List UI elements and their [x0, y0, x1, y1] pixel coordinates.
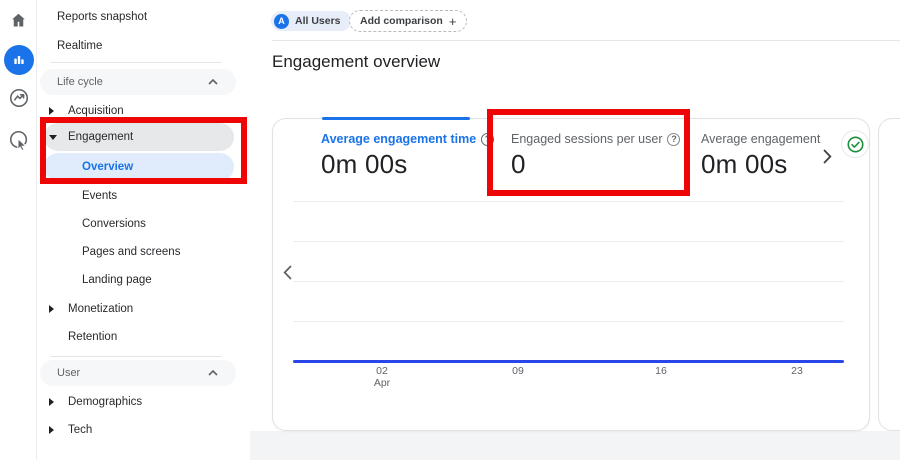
- sidebar-item-landing-page[interactable]: Landing page: [38, 266, 244, 294]
- x-axis-tick: 02 Apr: [373, 365, 391, 389]
- sidebar-item-retention[interactable]: Retention: [38, 323, 244, 351]
- page-title: Engagement overview: [272, 52, 441, 71]
- sidebar-nav: Reports snapshot Realtime Life cycle Acq…: [38, 0, 250, 460]
- sidebar-item-label: Overview: [82, 161, 134, 173]
- sidebar-item-conversions[interactable]: Conversions: [38, 210, 244, 238]
- caret-right-icon: [49, 107, 54, 115]
- sidebar-item-label: Acquisition: [68, 105, 124, 117]
- metric-average-engagement[interactable]: Average engagement 0m 00s: [701, 132, 820, 180]
- caret-right-icon: [49, 426, 54, 434]
- content-background: [250, 431, 900, 460]
- engagement-overview-card: Average engagement time ? 0m 00s Engaged…: [272, 118, 870, 431]
- chart-gridline: [293, 201, 844, 202]
- sidebar-item-monetization[interactable]: Monetization: [38, 295, 244, 323]
- section-header-label: User: [57, 367, 81, 379]
- x-axis-tick: 16: [655, 365, 667, 377]
- chevron-up-icon[interactable]: [208, 370, 218, 376]
- chart-series-line: [293, 360, 844, 363]
- caret-right-icon: [49, 305, 54, 313]
- sidebar-item-label: Reports snapshot: [57, 11, 148, 23]
- sidebar-item-acquisition[interactable]: Acquisition: [38, 97, 244, 125]
- sidebar-item-label: Monetization: [68, 303, 134, 315]
- x-axis-tick: 23: [791, 365, 803, 377]
- reports-icon-active-circle: [3, 45, 34, 75]
- reports-icon[interactable]: [0, 45, 37, 75]
- advertising-icon[interactable]: [0, 129, 37, 151]
- help-icon[interactable]: ?: [481, 132, 495, 146]
- metric-value: 0: [511, 149, 526, 179]
- chevron-right-icon[interactable]: [818, 145, 836, 167]
- next-card-partial: [878, 118, 900, 431]
- x-axis-tick: 09: [512, 365, 524, 377]
- sidebar-item-events[interactable]: Events: [38, 182, 244, 210]
- sidebar-item-demographics[interactable]: Demographics: [38, 388, 244, 416]
- sidebar-item-engagement[interactable]: Engagement: [38, 123, 244, 151]
- sidebar-item-realtime[interactable]: Realtime: [38, 32, 244, 60]
- metric-label: Average engagement time: [321, 132, 477, 146]
- sidebar-item-label: Engagement: [68, 131, 134, 143]
- metric-label: Average engagement: [701, 132, 821, 146]
- add-comparison-label: Add comparison: [360, 15, 443, 27]
- sidebar-divider: [50, 62, 222, 63]
- help-icon[interactable]: ?: [667, 132, 681, 146]
- plus-icon: +: [448, 13, 457, 29]
- section-header-label: Life cycle: [57, 76, 103, 88]
- sidebar-item-pages-and-screens[interactable]: Pages and screens: [38, 238, 244, 266]
- sidebar-item-label: Events: [82, 190, 118, 202]
- chart-gridline: [293, 281, 844, 282]
- chart-gridline: [293, 241, 844, 242]
- chart-gridline: [293, 321, 844, 322]
- add-comparison-button[interactable]: Add comparison +: [349, 10, 468, 32]
- explore-icon[interactable]: [0, 87, 37, 109]
- sidebar-section-life-cycle[interactable]: Life cycle: [40, 69, 236, 95]
- data-quality-button[interactable]: [841, 130, 869, 158]
- segment-chip-label: All Users: [295, 15, 341, 27]
- sidebar-item-engagement-bg: [44, 123, 234, 151]
- sidebar-item-overview[interactable]: Overview: [38, 153, 244, 181]
- metric-engaged-sessions-per-user[interactable]: Engaged sessions per user ? 0: [511, 132, 681, 180]
- caret-right-icon: [49, 398, 54, 406]
- sidebar-item-label: Landing page: [82, 274, 152, 286]
- sidebar-item-overview-bg: [44, 153, 234, 181]
- metric-value: 0m 00s: [321, 149, 408, 179]
- sidebar-item-reports-snapshot[interactable]: Reports snapshot: [38, 3, 244, 31]
- metric-value: 0m 00s: [701, 149, 788, 179]
- metric-label: Engaged sessions per user: [511, 132, 663, 146]
- segment-avatar: A: [274, 13, 289, 29]
- segment-chip-all-users[interactable]: A All Users: [271, 11, 351, 31]
- sidebar-item-tech[interactable]: Tech: [38, 416, 244, 444]
- chevron-up-icon[interactable]: [208, 79, 218, 85]
- sidebar-divider: [50, 356, 222, 357]
- sidebar-item-label: Realtime: [57, 40, 103, 52]
- sidebar-item-label: Retention: [68, 331, 118, 343]
- sidebar-item-label: Tech: [68, 424, 93, 436]
- chevron-left-icon[interactable]: [278, 261, 296, 283]
- metric-average-engagement-time[interactable]: Average engagement time ? 0m 00s: [321, 132, 495, 180]
- nav-rail: [0, 0, 37, 460]
- header-divider: [272, 40, 900, 41]
- check-circle-icon: [846, 135, 864, 153]
- home-icon[interactable]: [0, 11, 37, 30]
- sidebar-section-user[interactable]: User: [40, 360, 236, 386]
- sidebar-item-label: Demographics: [68, 396, 143, 408]
- caret-down-icon: [49, 134, 57, 140]
- sidebar-item-label: Conversions: [82, 218, 146, 230]
- sidebar-item-label: Pages and screens: [82, 246, 181, 258]
- active-metric-tab-indicator: [322, 117, 470, 120]
